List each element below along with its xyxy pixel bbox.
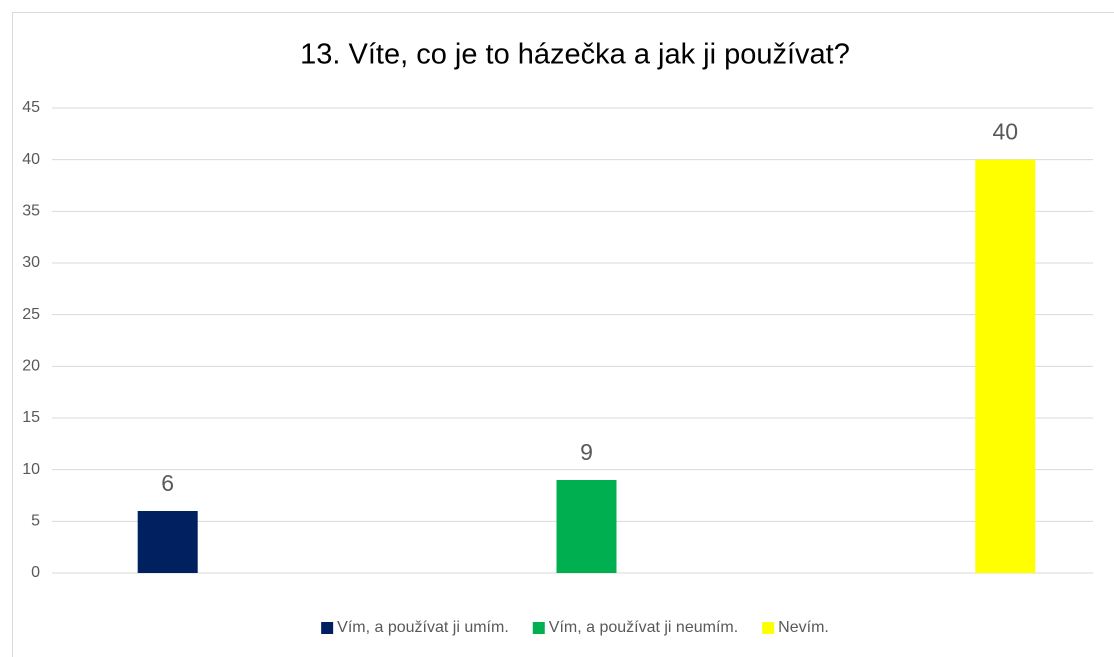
- y-tick-label: 25: [22, 306, 40, 323]
- bar: [556, 480, 617, 573]
- y-tick-label: 10: [22, 461, 40, 478]
- y-tick-label: 30: [22, 254, 40, 271]
- chart-title: 13. Víte, co je to házečka a jak ji použ…: [300, 39, 850, 71]
- y-tick-label: 0: [31, 564, 40, 581]
- y-tick-label: 5: [31, 513, 40, 530]
- bar: [137, 511, 198, 573]
- legend-swatch: [532, 622, 545, 634]
- legend-swatch: [762, 622, 775, 634]
- data-label: 40: [993, 119, 1019, 145]
- y-tick-label: 20: [22, 358, 40, 375]
- legend-label: Vím, a používat ji umím.: [337, 619, 509, 636]
- bar: [975, 159, 1036, 573]
- data-label: 9: [580, 439, 593, 465]
- data-label: 6: [161, 470, 174, 496]
- legend-swatch: [321, 622, 334, 634]
- legend-label: Vím, a používat ji neumím.: [549, 619, 738, 636]
- legend-label: Nevím.: [778, 619, 829, 636]
- y-tick-label: 40: [22, 151, 40, 168]
- y-tick-label: 15: [22, 409, 40, 426]
- y-tick-label: 35: [22, 203, 40, 220]
- y-tick-label: 45: [22, 99, 40, 116]
